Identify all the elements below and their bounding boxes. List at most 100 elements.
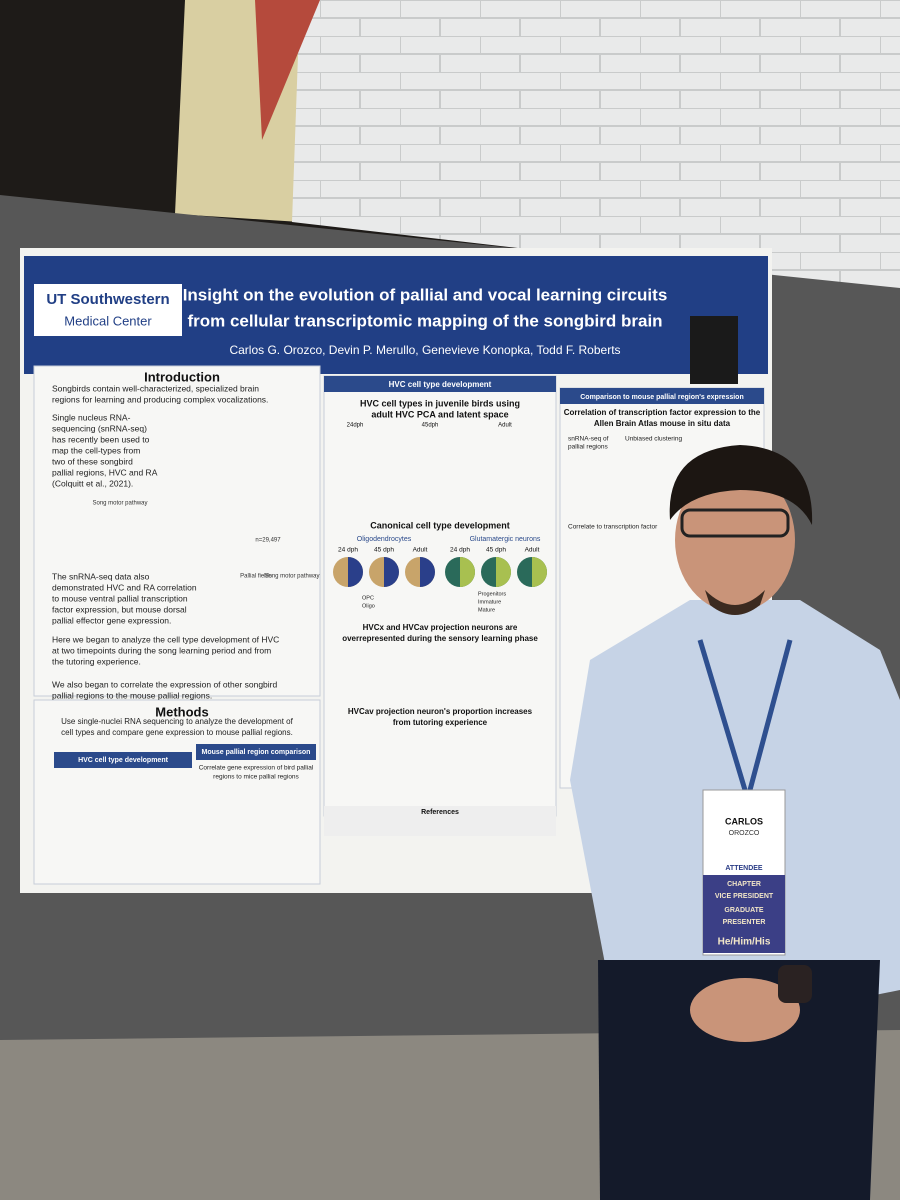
intro-text: map the cell-types from (52, 445, 140, 455)
legend-entry: Progenitors (478, 591, 506, 597)
group-label: Glutamatergic neurons (470, 536, 541, 543)
finding: HVCx and HVCav projection neurons are (363, 623, 518, 632)
methods-bar-2 (196, 744, 316, 760)
section-heading: Methods (155, 704, 208, 719)
banner (255, 0, 320, 140)
intro-text: The snRNA-seq data also (52, 571, 150, 581)
pie-wedge (496, 557, 511, 587)
face (675, 468, 795, 612)
subheading: HVC cell types in juvenile birds using (360, 398, 520, 408)
methods-panel (33, 699, 321, 885)
methods-text: cell types and compare gene expression t… (61, 728, 293, 737)
intro-text: has recently been used to (52, 434, 150, 444)
intro-text: two of these songbird (52, 456, 133, 466)
badge-name: CARLOS (725, 816, 763, 826)
intro-text: pallial regions, HVC and RA (52, 467, 158, 477)
figure-label: Song motor pathway (92, 501, 147, 507)
timepoint: 24dph (347, 423, 364, 429)
badge-name: OROZCO (729, 830, 760, 837)
panel-heading: Comparison to mouse pallial region's exp… (580, 394, 743, 401)
intro-text: We also began to correlate the expressio… (52, 679, 278, 689)
subheading: Correlation of transcription factor expr… (564, 408, 761, 417)
legend-entry: Oligo (362, 603, 375, 609)
badge-ribbon: VICE PRESIDENT (715, 893, 774, 900)
references-heading: References (421, 809, 459, 816)
figure-label: n=29,497 (255, 538, 281, 544)
intro-text: (Colquitt et al., 2021). (52, 478, 133, 488)
pie-wedge (460, 557, 475, 587)
beard (705, 590, 765, 615)
intro-text: Single nucleus RNA- (52, 412, 131, 422)
authors: Carlos G. Orozco, Devin P. Merullo, Gene… (229, 343, 620, 357)
right-header-bar (560, 388, 764, 404)
methods-text: Use single-nuclei RNA sequencing to anal… (61, 717, 293, 726)
figure-label: pallial regions (568, 444, 608, 451)
timepoint: 45dph (422, 423, 439, 429)
references-box (324, 806, 556, 836)
badge-ribbon: PRESENTER (723, 919, 766, 926)
pie-wedge (532, 557, 547, 587)
badge-ribbon: He/Him/His (718, 937, 771, 948)
figure-label: Song motor pathway (264, 574, 319, 580)
intro-text: sequencing (snRNA-seq) (52, 423, 147, 433)
pie-label: 24 dph (338, 547, 358, 554)
pie-wedge (348, 557, 363, 587)
figure-label: Pallial fields (240, 574, 272, 580)
panel-text: Correlate gene expression of bird pallia… (199, 765, 314, 772)
glasses (680, 508, 790, 538)
middle-panel (323, 375, 557, 817)
group-label: Oligodendrocytes (357, 536, 412, 543)
badge-role: ATTENDEE (725, 865, 763, 872)
lanyard (697, 639, 793, 791)
pie-label: 45 dph (374, 547, 394, 554)
person (570, 445, 900, 1200)
logo-name: UT Southwestern (46, 291, 169, 308)
figure-label: Unbiased clustering (625, 436, 682, 443)
bird-photo (690, 316, 738, 384)
panel-heading: HVC cell type development (389, 380, 492, 389)
pie-label: 24 dph (450, 547, 470, 554)
intro-text: Here we began to analyze the cell type d… (52, 634, 279, 644)
pie-label: Adult (525, 547, 540, 554)
intro-text: at two timepoints during the song learni… (52, 645, 271, 655)
intro-text: regions for learning and producing compl… (52, 394, 268, 404)
intro-text: pallial regions to the mouse pallial reg… (52, 690, 212, 700)
finding: HVCav projection neuron's proportion inc… (348, 707, 533, 716)
badge-ribbon: CHAPTER (727, 881, 761, 888)
intro-panel (33, 365, 321, 697)
subheading: Canonical cell type development (370, 520, 510, 530)
subheading: Allen Brain Atlas mouse in situ data (594, 419, 731, 428)
hair (669, 445, 813, 525)
legend-entry: Immature (478, 599, 501, 605)
figure-label: Correlate to transcription factor (568, 524, 658, 531)
subheading: adult HVC PCA and latent space (371, 409, 508, 419)
poster-title: Insight on the evolution of pallial and … (183, 285, 668, 304)
logo-box (34, 284, 182, 336)
intro-text: the tutoring experience. (52, 656, 141, 666)
pie-wedge (420, 557, 435, 587)
intro-text: demonstrated HVC and RA correlation (52, 582, 197, 592)
pie-label: Adult (413, 547, 428, 554)
logo-sub: Medical Center (64, 313, 152, 328)
watch (778, 965, 812, 1003)
intro-text: pallial effector gene expression. (52, 615, 171, 625)
trousers (598, 960, 880, 1200)
intro-text: to mouse ventral pallial transcription (52, 593, 188, 603)
timepoint: Adult (498, 423, 512, 429)
section-heading: Introduction (144, 369, 220, 384)
intro-text: factor expression, but mouse dorsal (52, 604, 187, 614)
intro-text: Songbirds contain well-characterized, sp… (52, 383, 259, 393)
pie-label: 45 dph (486, 547, 506, 554)
legend-entry: Mature (478, 607, 495, 613)
middle-header-bar (324, 376, 556, 392)
badge-ribbons (703, 875, 785, 953)
poster-title: from cellular transcriptomic mapping of … (187, 311, 662, 330)
panel-heading: HVC cell type development (78, 757, 169, 764)
brick-wall (292, 0, 900, 292)
finding: from tutoring experience (393, 718, 488, 727)
legend-entry: OPC (362, 595, 374, 601)
panel-heading: Mouse pallial region comparison (202, 749, 311, 756)
finding: overrepresented during the sensory learn… (342, 634, 538, 643)
